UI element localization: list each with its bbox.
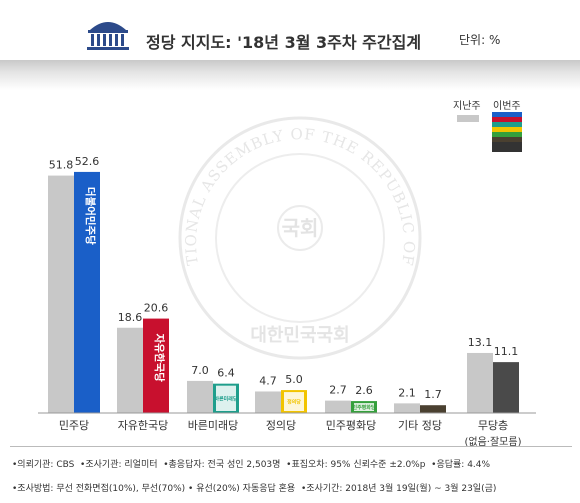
value-label-curr-3: 5.0 [285,373,303,386]
bar-prev-2 [187,380,213,413]
value-label-prev-4: 2.7 [329,384,347,397]
bar-prev-0 [48,175,74,413]
bar-curr-1 [143,318,169,413]
value-label-curr-6: 11.1 [494,345,519,358]
party-logo-1: 자유한국당 [153,334,166,383]
footnote-line-1: •의뢰기관: CBS •조사기관: 리얼미터 •총응답자: 전국 성인 2,50… [12,460,491,470]
legend-prev-label: 지난주 [453,101,481,112]
value-label-curr-0: 52.6 [75,155,100,168]
watermark-inner-ring [215,153,385,323]
category-label-5: 기타 정당 [398,419,442,432]
bar-prev-6 [467,352,493,413]
chart-title: 정당 지지도: '18년 3월 3주차 주간집계 [146,33,422,52]
value-label-prev-1: 18.6 [118,311,143,324]
value-label-prev-2: 7.0 [191,364,209,377]
unit-label: 단위: % [459,33,501,47]
bar-curr-0 [74,171,100,413]
national-assembly-icon [87,22,129,50]
category-sublabel-6: (없음·잘모름) [465,435,522,448]
party-logo-4: 민주평화당 [352,404,375,411]
watermark-center-emblem [277,205,323,251]
bar-prev-5 [394,403,420,413]
party-logo-3: 정의당 [287,399,301,406]
legend-prev-swatch [457,115,479,122]
category-label-0: 민주당 [59,419,89,432]
party-logo-box-3 [284,392,304,411]
category-label-3: 정의당 [266,419,296,432]
category-label-1: 자유한국당 [118,419,169,432]
legend-curr-swatch [492,112,522,152]
party-logo-0: 더불어민주당 [84,187,97,245]
value-label-prev-0: 51.8 [49,159,74,172]
value-label-curr-5: 1.7 [424,388,442,401]
value-label-prev-6: 13.1 [468,336,493,349]
header-band [0,60,580,90]
legend-curr-label: 이번주 [493,101,521,112]
category-label-6: 무당층 [478,419,508,432]
value-label-curr-4: 2.6 [355,384,373,397]
bar-prev-1 [117,327,143,413]
party-logo-2: 바른미래당 [214,395,237,402]
value-label-curr-2: 6.4 [217,367,235,380]
footnote-line-2: •조사방법: 무선 전화면접(10%), 무선(70%) • 유선(20%) 자… [12,484,497,494]
value-label-prev-3: 4.7 [259,374,277,387]
party-logo-box-4 [354,403,374,411]
value-label-prev-5: 2.1 [398,386,416,399]
party-logo-box-2 [216,385,236,411]
bar-prev-3 [255,391,281,413]
category-label-2: 바른미래당 [188,419,239,432]
watermark-outer-ring [178,116,422,360]
bar-prev-4 [325,400,351,413]
category-label-4: 민주평화당 [326,419,377,432]
footer-divider [10,446,572,447]
bar-curr-5 [420,405,446,413]
value-label-curr-1: 20.6 [144,302,169,315]
watermark-bottom-text: 대한민국국회 [250,325,349,346]
bar-curr-6 [493,362,519,413]
watermark-center-text: 국회 [282,216,319,240]
